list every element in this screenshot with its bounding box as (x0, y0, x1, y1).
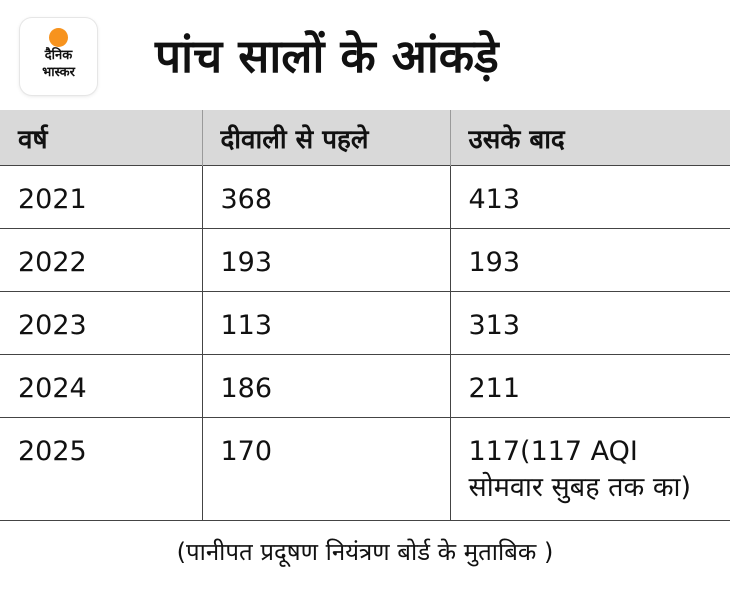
cell-year: 2024 (0, 354, 202, 418)
cell-after: 313 (449, 291, 730, 355)
dainik-bhaskar-logo: दैनिक भास्कर (20, 18, 97, 95)
table-row: 2023 113 313 (0, 291, 730, 355)
header: दैनिक भास्कर पांच सालों के आंकड़े (0, 0, 730, 110)
cell-before: 113 (201, 291, 450, 355)
cell-before: 186 (201, 354, 450, 418)
page-title: पांच सालों के आंकड़े (155, 29, 499, 83)
logo-line-2: भास्कर (42, 65, 75, 80)
header-after-diwali: उसके बाद (449, 110, 730, 166)
source-footnote: (पानीपत प्रदूषण नियंत्रण बोर्ड के मुताबि… (176, 538, 554, 566)
cell-after: 211 (449, 354, 730, 418)
table-row: 2021 368 413 (0, 165, 730, 229)
cell-before: 368 (201, 165, 450, 229)
table-row: 2025 170 117(117 AQI सोमवार सुबह तक का) (0, 417, 730, 521)
cell-after: 413 (449, 165, 730, 229)
cell-before: 193 (201, 228, 450, 292)
cell-year: 2023 (0, 291, 202, 355)
header-before-diwali: दीवाली से पहले (201, 110, 450, 166)
table-header-row: वर्ष दीवाली से पहले उसके बाद (0, 110, 730, 166)
sun-icon (49, 28, 68, 47)
cell-after: 193 (449, 228, 730, 292)
table-row: 2024 186 211 (0, 354, 730, 418)
logo-line-1: दैनिक (44, 48, 73, 63)
table-row: 2022 193 193 (0, 228, 730, 292)
data-table: वर्ष दीवाली से पहले उसके बाद 2021 368 41… (0, 110, 730, 521)
cell-after: 117(117 AQI सोमवार सुबह तक का) (449, 417, 730, 521)
cell-year: 2022 (0, 228, 202, 292)
header-year: वर्ष (0, 110, 202, 166)
cell-before: 170 (201, 417, 450, 521)
cell-year: 2025 (0, 417, 202, 521)
cell-year: 2021 (0, 165, 202, 229)
